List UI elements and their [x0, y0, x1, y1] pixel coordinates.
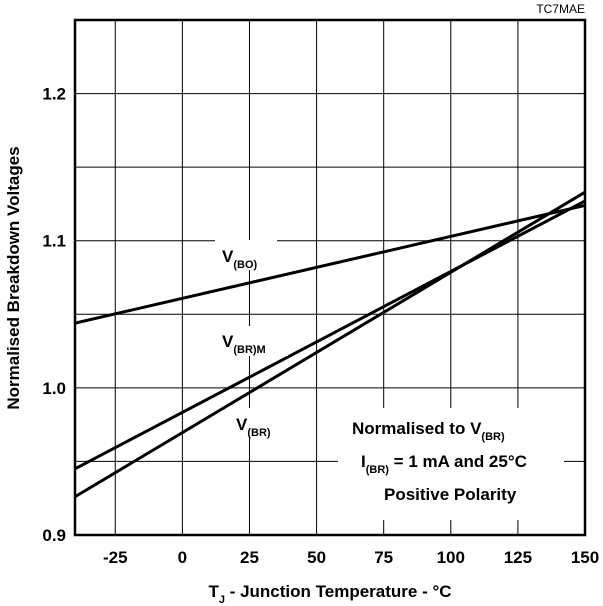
x-tick-label-7: 150 [571, 548, 599, 567]
x-tick-label-2: 25 [240, 548, 259, 567]
y-tick-label-3: 1.2 [42, 85, 66, 104]
note-line-3: Positive Polarity [384, 485, 517, 504]
x-axis-title: TJ - Junction Temperature - °C [208, 582, 451, 606]
series-line-0 [74, 203, 586, 325]
y-tick-label-0: 0.9 [42, 526, 66, 545]
series-line-1 [74, 199, 586, 471]
series-label-vbr-sub: (BR) [247, 427, 271, 439]
x-tick-label-5: 100 [437, 548, 465, 567]
x-tick-label-6: 125 [504, 548, 532, 567]
x-tick-label-0: -25 [103, 548, 128, 567]
y-axis-title: Normalised Breakdown Voltages [4, 146, 23, 409]
series-label-vbrm: V(BR)M [216, 326, 288, 356]
chart-code: TC7MAE [536, 2, 585, 16]
x-tick-label-3: 50 [307, 548, 326, 567]
svg-text:V(BR): V(BR) [236, 415, 271, 439]
x-tick-label-4: 75 [374, 548, 393, 567]
x-tick-label-1: 0 [178, 548, 187, 567]
normalisation-note: Normalised to V(BR) I(BR) = 1 mA and 25°… [338, 408, 564, 520]
y-tick-labels: 0.9 1.0 1.1 1.2 [42, 85, 66, 545]
y-tick-label-2: 1.1 [42, 232, 66, 251]
series-line-2 [74, 190, 586, 499]
series-label-vbr: V(BR) [232, 408, 284, 439]
note-line-2: I(BR) = 1 mA and 25°C [361, 452, 527, 476]
series-lines [74, 190, 586, 499]
series-label-vbo-main: V [222, 247, 234, 266]
svg-text:V(BR)M: V(BR)M [222, 332, 266, 356]
series-label-vbrm-main: V [222, 332, 234, 351]
plot-frame [73, 18, 587, 537]
series-label-vbo: V(BO) [215, 240, 277, 271]
svg-text:V(BO): V(BO) [222, 247, 258, 271]
series-label-vbrm-sub: (BR)M [233, 344, 265, 356]
series-label-vbr-main: V [236, 415, 248, 434]
series-label-vbo-sub: (BO) [233, 259, 257, 271]
x-tick-labels: -25 0 25 50 75 100 125 150 [103, 548, 599, 567]
grid-lines [75, 20, 585, 535]
y-tick-label-1: 1.0 [42, 379, 66, 398]
note-line-1: Normalised to V(BR) [352, 419, 505, 443]
